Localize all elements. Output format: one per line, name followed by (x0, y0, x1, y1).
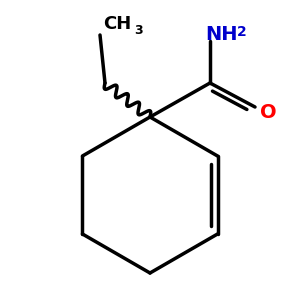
Text: 2: 2 (237, 25, 247, 39)
Text: 3: 3 (134, 24, 142, 37)
Text: NH: NH (205, 26, 238, 44)
Text: O: O (260, 103, 277, 122)
Text: CH: CH (103, 15, 131, 33)
